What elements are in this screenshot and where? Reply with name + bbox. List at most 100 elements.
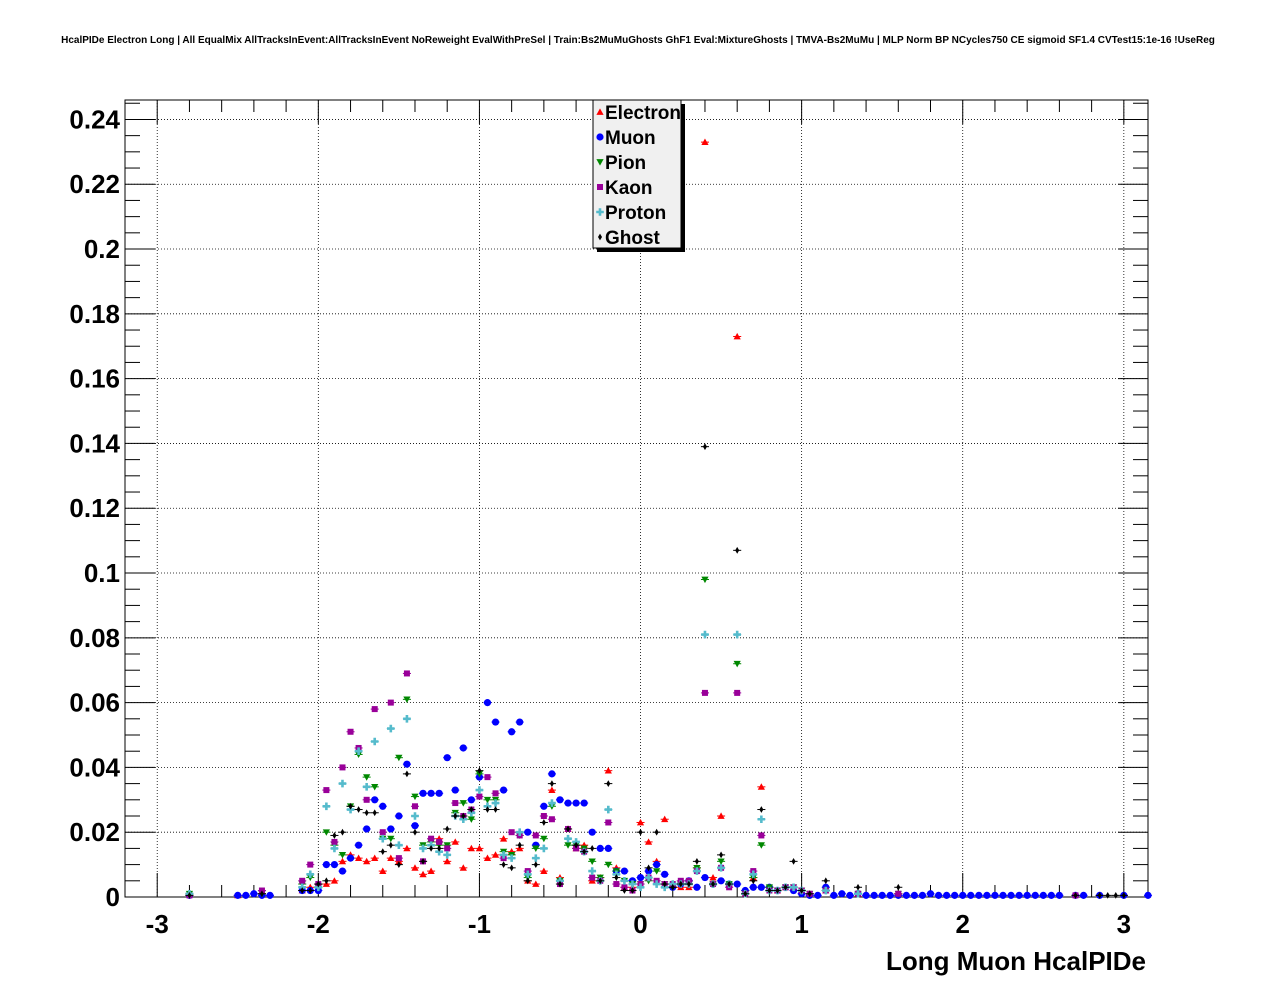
proton-point [717, 864, 725, 872]
kaon-point [758, 832, 765, 839]
muon-point [814, 891, 822, 899]
electron-point [548, 786, 556, 793]
legend: Electron Muon Pion Kaon Proton Ghost [592, 99, 685, 252]
pion-point [733, 660, 741, 668]
proton-point [322, 802, 331, 811]
ghost-point [566, 825, 571, 833]
y-tick-label: 0.08 [69, 623, 120, 653]
pion-point [475, 771, 484, 778]
kaon-point [299, 877, 306, 884]
ghost-point [1105, 891, 1110, 899]
kaon-point [589, 874, 596, 881]
kaon-point [323, 787, 330, 794]
y-axis-tick-labels: 0 0.02 0.04 0.06 0.08 0.1 0.12 0.14 0.16 0.18 0.2 0… [69, 104, 120, 912]
y-tick-label: 0.06 [69, 688, 120, 718]
muon-point [951, 891, 959, 899]
ghost-point [767, 887, 772, 894]
electron-point [330, 877, 339, 884]
muon-point [508, 728, 516, 736]
kaon-point [379, 829, 386, 836]
muon-point [1144, 891, 1152, 899]
ghost-point [533, 861, 538, 869]
ghost-point [517, 841, 522, 849]
x-tick-label: 0 [633, 909, 647, 939]
ghost-point [308, 887, 313, 894]
kaon-point [371, 706, 378, 713]
muon-point [516, 718, 524, 726]
ghost-point [1113, 891, 1118, 899]
proton-point [620, 877, 629, 885]
ghost-point [807, 890, 812, 898]
ghost-point [461, 812, 466, 820]
ghost-point [453, 812, 458, 820]
ghost-point [622, 887, 627, 894]
muon-point [991, 891, 999, 899]
ghost-point [356, 806, 361, 813]
kaon-point [492, 790, 499, 797]
y-tick-label: 0.2 [84, 234, 120, 264]
axis-ticks [124, 100, 1148, 898]
electron-point [379, 867, 387, 874]
muon-point [975, 891, 983, 899]
ghost-point [372, 809, 377, 817]
muon-point [371, 796, 379, 804]
y-tick-label: 0.24 [69, 104, 120, 134]
muon-point [701, 873, 709, 882]
muon-point [346, 854, 355, 862]
ghost-point [630, 887, 635, 894]
muon-point [403, 760, 411, 768]
x-tick-label: 2 [955, 909, 969, 939]
legend-box [592, 99, 682, 249]
kaon-point [428, 835, 435, 842]
series-kaon [185, 670, 1080, 899]
proton-point [330, 844, 339, 853]
ghost-point [670, 883, 675, 891]
muon-point [967, 891, 975, 899]
pion-point [387, 835, 395, 843]
ghost-point [582, 848, 587, 856]
proton-point [338, 779, 347, 788]
proton-point [693, 867, 701, 875]
muon-point [338, 867, 347, 875]
ghost-point [783, 883, 788, 891]
kaon-point [484, 774, 491, 781]
ghost-point [606, 780, 611, 788]
legend-label-kaon: Kaon [605, 178, 653, 199]
ghost-point [896, 883, 901, 891]
series-muon [185, 699, 1153, 899]
legend-entries: Electron Muon Pion Kaon Proton Ghost [596, 103, 681, 249]
ghost-point [702, 443, 707, 451]
electron-point [532, 880, 540, 887]
proton-point [395, 841, 403, 849]
y-tick-label: 0.04 [69, 752, 120, 782]
ghost-point [1097, 891, 1102, 899]
proton-point [523, 870, 532, 879]
muon-point [588, 828, 596, 836]
electron-point [661, 815, 669, 823]
pion-point [653, 868, 661, 875]
proton-point [636, 883, 645, 892]
y-tick-label: 0 [106, 882, 120, 912]
electron-point [717, 812, 725, 819]
muon-point [540, 802, 548, 810]
kaon-point [339, 764, 346, 771]
electron-point [338, 857, 347, 865]
pion-point [395, 754, 403, 762]
ghost-point [404, 770, 409, 778]
muon-point [838, 890, 846, 898]
ghost-point [719, 851, 724, 859]
legend-marker-kaon [597, 184, 603, 190]
muon-point [387, 825, 395, 833]
muon-point [564, 799, 572, 807]
electron-point [491, 851, 500, 858]
proton-point [821, 886, 830, 895]
muon-point [1079, 891, 1088, 899]
y-tick-label: 0.18 [69, 299, 120, 329]
kaon-point [444, 845, 451, 852]
x-tick-label: -1 [468, 909, 491, 939]
kaon-point [548, 816, 555, 823]
muon-point [661, 870, 669, 878]
kaon-point [307, 861, 314, 868]
proton-point [515, 828, 524, 837]
muon-point [234, 891, 242, 899]
